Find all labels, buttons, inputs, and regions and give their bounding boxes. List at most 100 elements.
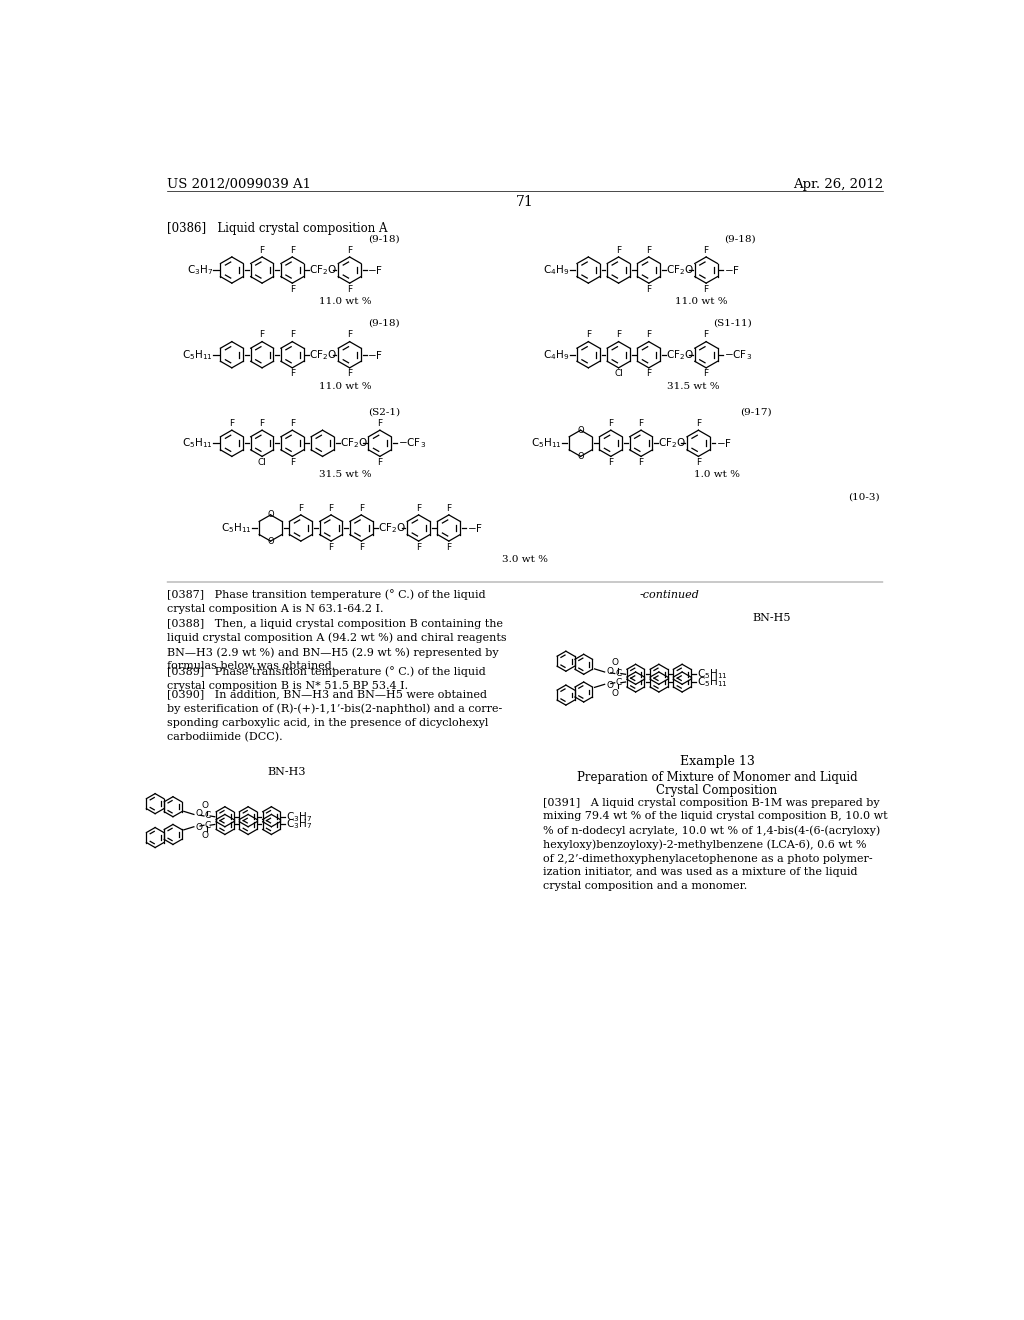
Text: O: O xyxy=(612,659,618,668)
Text: $\mathrm{-CF_3}$: $\mathrm{-CF_3}$ xyxy=(397,437,426,450)
Text: Apr. 26, 2012: Apr. 26, 2012 xyxy=(793,178,883,190)
Text: F: F xyxy=(703,370,709,379)
Text: $\mathrm{C_3H_7}$: $\mathrm{C_3H_7}$ xyxy=(286,817,312,832)
Text: O: O xyxy=(578,426,584,434)
Text: F: F xyxy=(358,543,364,552)
Text: (9-17): (9-17) xyxy=(740,408,771,416)
Text: F: F xyxy=(347,285,352,293)
Text: O: O xyxy=(202,801,208,810)
Text: $\mathrm{-CF_3}$: $\mathrm{-CF_3}$ xyxy=(724,348,752,362)
Text: F: F xyxy=(616,330,622,339)
Text: Crystal Composition: Crystal Composition xyxy=(656,784,777,797)
Text: $\mathrm{C_5H_{11}}$: $\mathrm{C_5H_{11}}$ xyxy=(531,437,562,450)
Text: $\mathregular{CF_2O}$: $\mathregular{CF_2O}$ xyxy=(658,437,686,450)
Text: F: F xyxy=(290,285,295,293)
Text: C: C xyxy=(205,812,211,821)
Text: [0387]   Phase transition temperature (° C.) of the liquid
crystal composition A: [0387] Phase transition temperature (° C… xyxy=(167,590,485,614)
Text: $\mathrm{-F}$: $\mathrm{-F}$ xyxy=(716,437,732,449)
Text: $\mathrm{-F}$: $\mathrm{-F}$ xyxy=(724,264,740,276)
Text: O: O xyxy=(196,824,203,832)
Text: (9-18): (9-18) xyxy=(368,234,399,243)
Text: US 2012/0099039 A1: US 2012/0099039 A1 xyxy=(167,178,310,190)
Text: (10-3): (10-3) xyxy=(849,492,880,502)
Text: (9-18): (9-18) xyxy=(724,234,756,243)
Text: F: F xyxy=(329,504,334,512)
Text: F: F xyxy=(608,458,613,467)
Text: $\mathrm{C_5H_{11}}$: $\mathrm{C_5H_{11}}$ xyxy=(221,521,252,535)
Text: $\mathrm{C_5H_{11}}$: $\mathrm{C_5H_{11}}$ xyxy=(697,668,728,681)
Text: $\mathrm{C_3H_7}$: $\mathrm{C_3H_7}$ xyxy=(286,810,312,824)
Text: [0391]   A liquid crystal composition B-1M was prepared by
mixing 79.4 wt % of t: [0391] A liquid crystal composition B-1M… xyxy=(543,797,887,891)
Text: O: O xyxy=(196,809,203,818)
Text: Example 13: Example 13 xyxy=(680,755,755,768)
Text: F: F xyxy=(703,246,709,255)
Text: F: F xyxy=(646,285,651,293)
Text: [0386]   Liquid crystal composition A: [0386] Liquid crystal composition A xyxy=(167,222,387,235)
Text: BN-H3: BN-H3 xyxy=(267,767,306,776)
Text: F: F xyxy=(416,543,421,552)
Text: 3.0 wt %: 3.0 wt % xyxy=(502,554,548,564)
Text: O: O xyxy=(267,511,273,519)
Text: F: F xyxy=(639,458,644,467)
Text: F: F xyxy=(347,330,352,339)
Text: 11.0 wt %: 11.0 wt % xyxy=(318,297,372,306)
Text: F: F xyxy=(646,246,651,255)
Text: 71: 71 xyxy=(516,194,534,209)
Text: $\mathrm{C_4H_9}$: $\mathrm{C_4H_9}$ xyxy=(544,263,569,277)
Text: F: F xyxy=(290,418,295,428)
Text: 11.0 wt %: 11.0 wt % xyxy=(318,381,372,391)
Text: F: F xyxy=(229,418,234,428)
Text: F: F xyxy=(616,246,622,255)
Text: F: F xyxy=(446,543,452,552)
Text: $\mathregular{CF_2O}$: $\mathregular{CF_2O}$ xyxy=(309,263,337,277)
Text: $\mathrm{C_3H_7}$: $\mathrm{C_3H_7}$ xyxy=(187,263,213,277)
Text: $\mathrm{C_5H_{11}}$: $\mathrm{C_5H_{11}}$ xyxy=(182,348,213,362)
Text: F: F xyxy=(696,418,701,428)
Text: (9-18): (9-18) xyxy=(368,319,399,327)
Text: $\mathrm{C_5H_{11}}$: $\mathrm{C_5H_{11}}$ xyxy=(697,675,728,689)
Text: Preparation of Mixture of Monomer and Liquid: Preparation of Mixture of Monomer and Li… xyxy=(577,771,857,784)
Text: Cl: Cl xyxy=(258,458,266,467)
Text: F: F xyxy=(703,285,709,293)
Text: F: F xyxy=(347,370,352,379)
Text: 1.0 wt %: 1.0 wt % xyxy=(694,470,740,479)
Text: O: O xyxy=(578,451,584,461)
Text: C: C xyxy=(205,821,211,830)
Text: C: C xyxy=(615,669,622,678)
Text: O: O xyxy=(612,689,618,698)
Text: -continued: -continued xyxy=(640,590,699,599)
Text: F: F xyxy=(377,418,382,428)
Text: $\mathregular{CF_2O}$: $\mathregular{CF_2O}$ xyxy=(378,521,407,535)
Text: F: F xyxy=(298,504,303,512)
Text: F: F xyxy=(639,418,644,428)
Text: $\mathregular{CF_2O}$: $\mathregular{CF_2O}$ xyxy=(666,263,693,277)
Text: F: F xyxy=(446,504,452,512)
Text: (S2-1): (S2-1) xyxy=(368,408,399,416)
Text: 31.5 wt %: 31.5 wt % xyxy=(318,470,372,479)
Text: F: F xyxy=(290,458,295,467)
Text: BN-H5: BN-H5 xyxy=(752,612,791,623)
Text: $\mathrm{-F}$: $\mathrm{-F}$ xyxy=(368,348,383,360)
Text: O: O xyxy=(606,681,613,689)
Text: F: F xyxy=(416,504,421,512)
Text: O: O xyxy=(202,832,208,841)
Text: $\mathregular{CF_2O}$: $\mathregular{CF_2O}$ xyxy=(309,348,337,362)
Text: $\mathrm{C_4H_9}$: $\mathrm{C_4H_9}$ xyxy=(544,348,569,362)
Text: F: F xyxy=(646,370,651,379)
Text: $\mathregular{CF_2O}$: $\mathregular{CF_2O}$ xyxy=(340,437,368,450)
Text: F: F xyxy=(703,330,709,339)
Text: [0388]   Then, a liquid crystal composition B containing the
liquid crystal comp: [0388] Then, a liquid crystal compositio… xyxy=(167,619,507,672)
Text: $\mathrm{-F}$: $\mathrm{-F}$ xyxy=(467,521,482,535)
Text: F: F xyxy=(290,330,295,339)
Text: C: C xyxy=(615,678,622,688)
Text: F: F xyxy=(259,246,264,255)
Text: [0389]   Phase transition temperature (° C.) of the liquid
crystal composition B: [0389] Phase transition temperature (° C… xyxy=(167,667,485,692)
Text: 31.5 wt %: 31.5 wt % xyxy=(668,381,720,391)
Text: F: F xyxy=(259,418,264,428)
Text: F: F xyxy=(358,504,364,512)
Text: F: F xyxy=(586,330,591,339)
Text: F: F xyxy=(259,330,264,339)
Text: Cl: Cl xyxy=(614,370,623,379)
Text: F: F xyxy=(646,330,651,339)
Text: $\mathrm{C_5H_{11}}$: $\mathrm{C_5H_{11}}$ xyxy=(182,437,213,450)
